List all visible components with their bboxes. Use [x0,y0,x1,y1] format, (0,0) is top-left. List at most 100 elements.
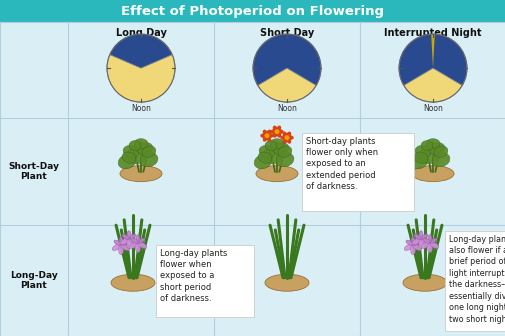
Ellipse shape [129,238,137,245]
Ellipse shape [127,148,146,164]
Ellipse shape [418,231,422,239]
Text: Effect of Photoperiod on Flowering: Effect of Photoperiod on Flowering [121,4,384,17]
Wedge shape [398,34,466,85]
Ellipse shape [114,240,121,245]
Ellipse shape [260,134,266,138]
Ellipse shape [266,136,271,141]
Wedge shape [430,34,434,68]
Ellipse shape [278,146,291,157]
Ellipse shape [433,146,447,157]
Wedge shape [257,68,316,102]
Ellipse shape [282,138,287,143]
Text: Interrupted Night: Interrupted Night [383,28,481,38]
Ellipse shape [119,237,123,245]
Text: Noon: Noon [131,104,150,113]
Ellipse shape [276,132,280,137]
Ellipse shape [254,154,271,169]
Ellipse shape [405,240,412,245]
Ellipse shape [272,126,277,131]
Ellipse shape [425,139,439,149]
Wedge shape [110,34,172,68]
Ellipse shape [137,142,153,155]
Ellipse shape [277,130,283,134]
Ellipse shape [412,240,419,245]
Text: Midnight: Midnight [124,39,158,48]
Ellipse shape [136,235,140,243]
Circle shape [264,133,269,138]
FancyBboxPatch shape [301,132,413,210]
Ellipse shape [263,148,282,164]
Ellipse shape [122,234,129,239]
Ellipse shape [413,152,427,163]
Text: Short-day plants
flower only when
exposed to an
extended period
of darkness.: Short-day plants flower only when expose… [306,136,377,191]
Ellipse shape [410,237,414,245]
Ellipse shape [129,141,141,151]
Ellipse shape [429,242,438,249]
Ellipse shape [118,154,135,169]
Ellipse shape [121,244,130,251]
Circle shape [284,135,289,140]
Ellipse shape [259,145,274,158]
Ellipse shape [280,136,286,140]
Text: Short Day: Short Day [260,28,314,38]
Ellipse shape [287,136,293,140]
Ellipse shape [418,148,438,164]
Ellipse shape [286,138,290,143]
Circle shape [274,129,279,134]
Wedge shape [252,34,320,85]
Wedge shape [107,54,175,102]
Ellipse shape [120,238,129,245]
Ellipse shape [267,134,273,138]
Ellipse shape [272,132,277,137]
Ellipse shape [270,139,283,149]
Ellipse shape [118,245,123,255]
Ellipse shape [410,154,427,169]
Ellipse shape [131,238,138,243]
Ellipse shape [135,243,140,253]
Ellipse shape [258,152,271,163]
Ellipse shape [265,141,276,151]
Ellipse shape [414,145,430,158]
Ellipse shape [111,274,155,291]
Ellipse shape [120,166,162,182]
FancyBboxPatch shape [0,0,505,22]
Ellipse shape [129,234,136,239]
Ellipse shape [431,153,449,167]
Text: Midnight: Midnight [270,39,304,48]
Ellipse shape [273,142,288,155]
Ellipse shape [420,141,432,151]
Ellipse shape [420,238,429,245]
Text: Long-Day
Plant: Long-Day Plant [10,271,58,290]
Ellipse shape [123,145,138,158]
Ellipse shape [427,235,431,243]
Ellipse shape [134,139,147,149]
Ellipse shape [121,240,128,245]
Ellipse shape [112,244,121,251]
Text: Short-Day
Plant: Short-Day Plant [9,162,60,181]
Ellipse shape [403,244,413,251]
Ellipse shape [276,126,280,131]
Ellipse shape [266,130,271,135]
Ellipse shape [286,132,290,137]
Ellipse shape [276,153,293,167]
Text: Long Day: Long Day [115,28,166,38]
Ellipse shape [140,153,158,167]
FancyBboxPatch shape [156,245,254,317]
Ellipse shape [263,136,267,141]
Ellipse shape [282,132,287,137]
FancyBboxPatch shape [444,230,505,331]
Ellipse shape [410,245,415,255]
Ellipse shape [429,238,436,243]
Ellipse shape [420,234,427,239]
Ellipse shape [137,238,145,243]
Ellipse shape [418,239,423,249]
Ellipse shape [265,274,309,291]
Ellipse shape [428,142,444,155]
Ellipse shape [137,242,146,249]
Ellipse shape [422,238,429,243]
Ellipse shape [420,242,429,249]
Text: Midnight: Midnight [415,39,449,48]
Text: Long-day plants
flower when
exposed to a
short period
of darkness.: Long-day plants flower when exposed to a… [160,249,227,303]
Ellipse shape [412,238,420,245]
Text: Noon: Noon [422,104,442,113]
